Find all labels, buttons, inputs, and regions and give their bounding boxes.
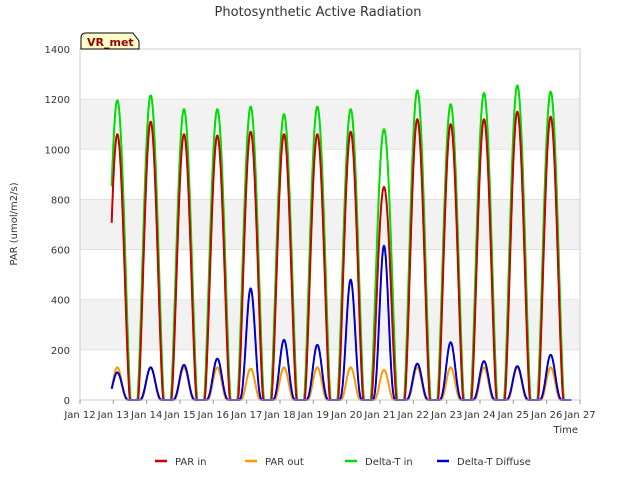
x-tick-label: Jan 23 bbox=[430, 410, 462, 421]
y-tick-label: 1000 bbox=[45, 145, 70, 156]
y-tick-label: 200 bbox=[51, 346, 70, 357]
y-tick-label: 400 bbox=[51, 296, 70, 307]
chart-title: Photosynthetic Active Radiation bbox=[215, 5, 422, 20]
x-tick-label: Jan 27 bbox=[563, 410, 595, 421]
legend-label-par-out: PAR out bbox=[265, 457, 304, 468]
vr-met-annotation: VR_met bbox=[80, 32, 140, 50]
legend-label-delta-t-diffuse: Delta-T Diffuse bbox=[457, 457, 531, 468]
y-tick-label: 0 bbox=[64, 396, 70, 407]
x-tick-label: Jan 22 bbox=[397, 410, 429, 421]
x-tick-label: Jan 26 bbox=[530, 410, 562, 421]
x-tick-label: Jan 12 bbox=[63, 410, 95, 421]
plot-band bbox=[80, 299, 580, 350]
y-tick-label: 1400 bbox=[45, 45, 70, 56]
annotation-label: VR_met bbox=[87, 36, 134, 49]
y-tick-label: 600 bbox=[51, 246, 70, 257]
x-tick-label: Jan 16 bbox=[197, 410, 229, 421]
x-tick-label: Jan 17 bbox=[230, 410, 262, 421]
x-tick-label: Jan 25 bbox=[497, 410, 529, 421]
plot-area bbox=[80, 49, 580, 400]
plot-band bbox=[80, 99, 580, 150]
plot-band bbox=[80, 199, 580, 250]
x-tick-label: Jan 15 bbox=[163, 410, 195, 421]
x-tick-label: Jan 18 bbox=[263, 410, 295, 421]
series-line-par-in bbox=[110, 110, 572, 401]
x-tick-label: Jan 19 bbox=[297, 410, 329, 421]
x-tick-label: Jan 21 bbox=[363, 410, 395, 421]
legend-label-par-in: PAR in bbox=[175, 457, 206, 468]
x-tick-label: Jan 13 bbox=[97, 410, 129, 421]
y-tick-label: 1200 bbox=[45, 95, 70, 106]
x-tick-label: Jan 24 bbox=[463, 410, 495, 421]
y-axis-label: PAR (umol/m2/s) bbox=[9, 182, 20, 265]
x-tick-label: Jan 20 bbox=[330, 410, 362, 421]
plot-frame bbox=[79, 48, 581, 401]
x-tick-label: Jan 14 bbox=[130, 410, 162, 421]
legend-label-delta-t-in: Delta-T in bbox=[365, 457, 413, 468]
y-tick-label: 800 bbox=[51, 195, 70, 206]
legend: PAR in PAR out Delta-T in Delta-T Diffuse bbox=[155, 457, 531, 468]
x-axis-label: Time bbox=[553, 425, 578, 436]
